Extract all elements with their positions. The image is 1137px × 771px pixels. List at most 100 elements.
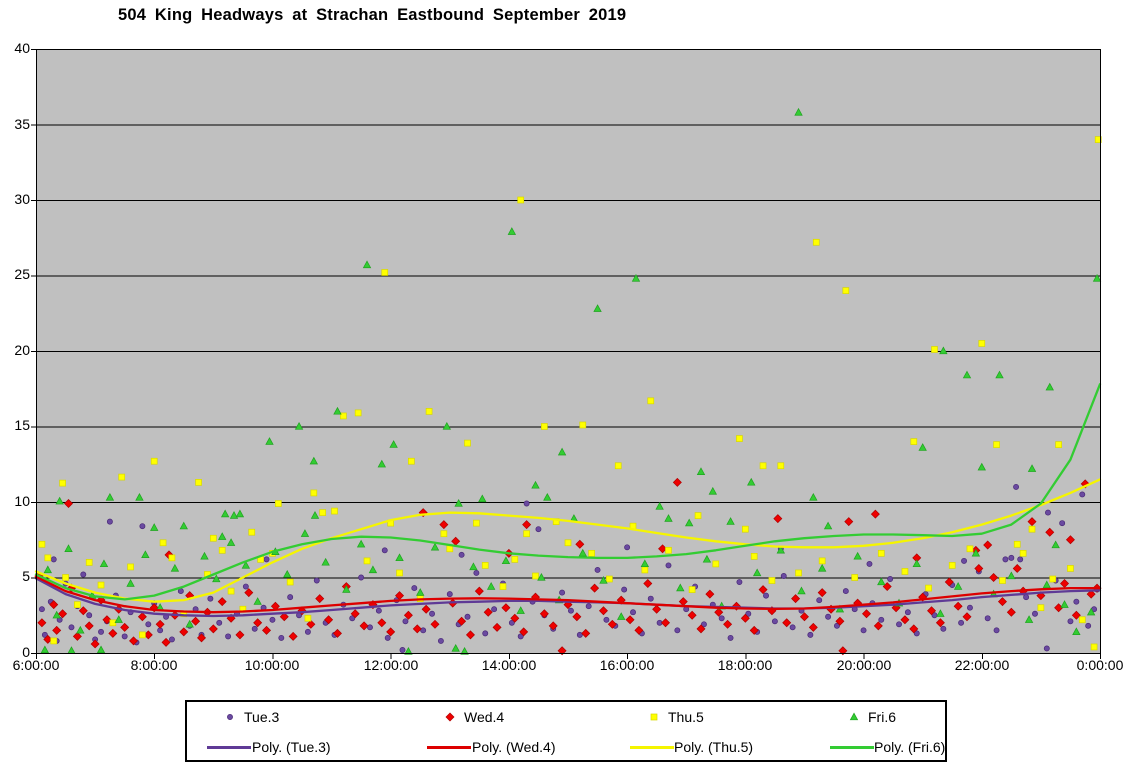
data-point xyxy=(464,613,471,620)
data-point xyxy=(262,625,272,635)
data-point xyxy=(139,631,146,639)
data-point xyxy=(310,511,320,519)
data-point xyxy=(384,634,391,641)
trendline-Poly. (Fri.6) xyxy=(34,383,1102,601)
data-point xyxy=(674,627,681,634)
data-point xyxy=(1086,589,1096,599)
data-point xyxy=(501,556,511,565)
data-point xyxy=(1017,556,1024,563)
data-point xyxy=(603,616,610,623)
x-axis-tick-label: 22:00:00 xyxy=(954,657,1010,673)
data-point xyxy=(454,498,463,507)
y-axis-tick-label: 35 xyxy=(14,116,30,132)
data-point xyxy=(579,421,587,429)
data-point xyxy=(901,568,909,575)
data-point xyxy=(359,621,369,631)
data-point xyxy=(939,346,948,355)
data-point xyxy=(1037,604,1045,612)
data-point xyxy=(411,585,418,592)
data-point xyxy=(263,556,270,563)
data-point xyxy=(758,585,768,595)
data-point xyxy=(321,557,330,566)
data-point xyxy=(507,227,517,235)
data-point xyxy=(812,238,820,246)
data-point xyxy=(763,592,769,599)
legend-label-poly-thu: Poly. (Thu.5) xyxy=(674,739,754,755)
chart-title: 504 King Headways at Strachan Eastbound … xyxy=(118,6,627,24)
data-point xyxy=(925,584,932,592)
data-point xyxy=(665,562,672,569)
data-point xyxy=(578,548,587,557)
data-point xyxy=(913,630,920,637)
data-point xyxy=(478,494,487,503)
data-point xyxy=(723,619,733,629)
data-point xyxy=(548,621,558,631)
data-point xyxy=(218,532,227,540)
data-point xyxy=(59,479,66,487)
data-point xyxy=(794,107,803,116)
data-point xyxy=(1019,549,1027,557)
data-point xyxy=(446,545,454,553)
data-point xyxy=(862,609,872,619)
data-point xyxy=(1027,464,1037,472)
data-point xyxy=(265,437,274,445)
data-point xyxy=(227,714,233,720)
data-point xyxy=(590,583,600,593)
data-point xyxy=(179,521,188,530)
data-point xyxy=(68,624,75,631)
data-point xyxy=(726,517,735,525)
data-point xyxy=(1008,554,1015,561)
data-point xyxy=(491,606,498,613)
data-point xyxy=(799,612,809,622)
data-point xyxy=(457,616,467,626)
data-point xyxy=(842,588,849,595)
data-point xyxy=(220,509,230,518)
data-point xyxy=(235,509,245,518)
data-point xyxy=(948,562,956,569)
trendline-Poly. (Wed.4) xyxy=(34,575,1102,614)
data-point xyxy=(718,615,725,622)
data-point xyxy=(313,577,320,584)
x-axis-tick-label: 18:00:00 xyxy=(717,657,773,673)
data-point xyxy=(145,621,152,628)
data-point xyxy=(1065,535,1075,545)
data-point xyxy=(446,591,453,598)
series-Wed.4 xyxy=(34,477,1102,656)
data-point xyxy=(135,492,144,501)
data-point xyxy=(537,572,546,581)
data-point xyxy=(331,507,338,515)
data-point xyxy=(849,712,859,721)
data-point xyxy=(789,624,796,631)
legend-label-thu: Thu.5 xyxy=(668,709,704,725)
data-point xyxy=(1012,563,1022,573)
x-axis-tick-label: 6:00:00 xyxy=(12,657,60,673)
data-point xyxy=(368,565,378,574)
data-point xyxy=(808,622,818,632)
data-point xyxy=(1067,618,1074,625)
data-point xyxy=(971,548,981,557)
data-point xyxy=(927,606,937,616)
data-point xyxy=(108,628,118,638)
data-point xyxy=(1013,540,1021,548)
data-point xyxy=(931,346,938,353)
data-point xyxy=(993,441,1000,448)
data-point xyxy=(904,609,911,616)
data-point xyxy=(835,616,845,626)
legend-label-tue: Tue.3 xyxy=(244,709,280,725)
data-point xyxy=(1090,643,1098,651)
data-point xyxy=(834,622,840,629)
data-point xyxy=(1045,527,1055,537)
data-point xyxy=(469,562,478,571)
data-point xyxy=(212,574,221,583)
data-point xyxy=(517,196,525,204)
data-point xyxy=(195,479,202,486)
data-point xyxy=(694,512,702,519)
legend-marker-wed xyxy=(443,710,457,724)
data-point xyxy=(363,557,371,565)
data-point xyxy=(966,545,974,553)
data-point xyxy=(953,582,963,590)
data-point xyxy=(288,631,298,641)
data-point xyxy=(1006,607,1016,617)
trendline-Poly. (Tue.3) xyxy=(34,577,1102,618)
data-point xyxy=(168,554,176,562)
